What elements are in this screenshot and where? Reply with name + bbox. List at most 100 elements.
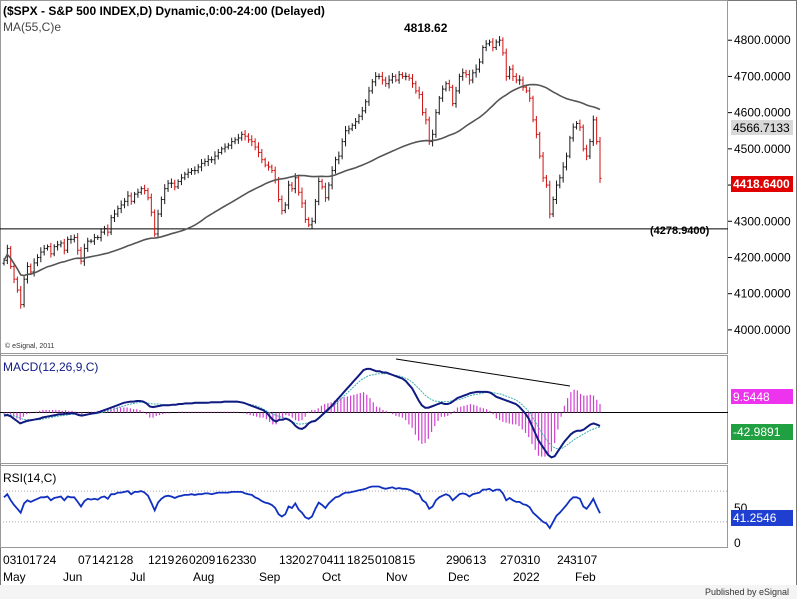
- price-axis: 4800.00004700.00004600.00004500.00004400…: [728, 33, 791, 337]
- price-bar: [193, 166, 197, 175]
- price-bar: [263, 157, 267, 168]
- date-tick-label: 30: [243, 553, 257, 567]
- rsi-pane-frame: [0, 465, 728, 548]
- price-bar: [327, 182, 331, 201]
- price-bar: [404, 72, 408, 81]
- price-bar: [240, 131, 244, 141]
- price-bar: [203, 158, 207, 167]
- price-bar: [528, 87, 532, 102]
- price-bar: [337, 151, 341, 165]
- price-bar: [347, 125, 351, 135]
- price-bar: [514, 73, 518, 84]
- price-bar: [56, 240, 60, 251]
- price-bar: [541, 151, 545, 182]
- price-bar: [15, 276, 19, 293]
- price-bar: [66, 236, 70, 254]
- price-bar: [544, 174, 548, 188]
- price-bar: [518, 75, 522, 85]
- price-bar: [384, 76, 388, 87]
- price-bar: [508, 66, 512, 80]
- price-bar: [424, 108, 428, 125]
- date-tick-label: 02: [189, 553, 203, 567]
- price-bar: [417, 86, 421, 99]
- date-tick-label: 13: [473, 553, 487, 567]
- price-bar: [534, 115, 538, 139]
- price-bar: [474, 64, 478, 78]
- price-bar: [344, 125, 348, 147]
- price-bar: [317, 177, 321, 206]
- macd-title: MACD(12,26,9,C): [3, 360, 98, 374]
- price-bar: [146, 187, 150, 201]
- price-tick-label: 4100.0000: [734, 287, 791, 301]
- date-tick-label: 09: [202, 553, 216, 567]
- price-bar: [267, 161, 271, 171]
- price-bar: [307, 217, 311, 228]
- date-tick-label: 18: [347, 553, 361, 567]
- price-bar: [421, 91, 425, 116]
- price-bar: [42, 244, 46, 256]
- price-bar: [206, 155, 210, 167]
- price-bar: [29, 263, 33, 275]
- price-bar: [471, 69, 475, 84]
- price-bar: [568, 135, 572, 159]
- price-bar: [441, 85, 445, 102]
- price-bar: [394, 74, 398, 83]
- date-tick-label: 27: [306, 553, 320, 567]
- price-bar: [136, 188, 140, 198]
- price-bar: [498, 36, 502, 47]
- price-bar: [236, 133, 240, 144]
- date-tick-label: 07: [584, 553, 598, 567]
- price-bar: [226, 142, 230, 150]
- price-bar: [454, 86, 458, 108]
- price-bar: [220, 146, 224, 155]
- price-bar: [82, 243, 86, 266]
- date-tick-label: 28: [120, 553, 134, 567]
- price-bar: [290, 182, 294, 192]
- price-bar: [173, 179, 177, 191]
- month-label: Dec: [448, 570, 469, 584]
- date-tick-label: 03: [3, 553, 17, 567]
- price-bar: [491, 38, 495, 52]
- published-credit: Published by eSignal: [705, 587, 789, 597]
- price-bar: [364, 99, 368, 114]
- chart-title: ($SPX - S&P 500 INDEX,D) Dynamic,0:00-24…: [3, 4, 325, 18]
- date-tick-label: 06: [459, 553, 473, 567]
- price-bar: [109, 214, 113, 235]
- ma-value: 4566.7133: [733, 121, 790, 135]
- price-bar: [484, 40, 488, 52]
- price-bar: [461, 68, 465, 81]
- macd-signal-line: [4, 373, 601, 450]
- price-bar: [149, 193, 153, 217]
- price-bar: [102, 225, 106, 235]
- date-tick-label: 11: [333, 553, 346, 567]
- price-bar: [581, 124, 585, 152]
- month-label: Feb: [575, 570, 596, 584]
- rsi-value: 41.2546: [733, 511, 777, 525]
- price-bar: [196, 164, 200, 174]
- price-bar: [116, 205, 120, 218]
- price-tick-label: 4800.0000: [734, 33, 791, 47]
- price-bar: [410, 74, 414, 88]
- price-tick-label: 4500.0000: [734, 142, 791, 156]
- price-bar: [447, 79, 451, 92]
- price-bar: [230, 137, 234, 150]
- date-tick-label: 14: [92, 553, 106, 567]
- price-bar: [414, 80, 418, 94]
- price-bar: [246, 133, 250, 143]
- price-bar: [25, 262, 29, 284]
- price-bar: [186, 168, 190, 179]
- price-bar: [126, 191, 130, 207]
- price-bar: [280, 195, 284, 215]
- price-bar: [72, 234, 76, 243]
- price-bar: [39, 247, 43, 263]
- rsi-badge: 41.2546: [731, 510, 793, 526]
- price-bar: [585, 144, 589, 161]
- price-bar: [163, 184, 167, 205]
- date-tick-label: 10: [16, 553, 30, 567]
- ma-line: [3, 83, 601, 277]
- price-bar: [380, 71, 384, 85]
- copyright-text: © eSignal, 2011: [5, 342, 55, 350]
- price-bar: [49, 242, 53, 258]
- price-bar: [354, 117, 358, 129]
- price-bar: [46, 244, 50, 251]
